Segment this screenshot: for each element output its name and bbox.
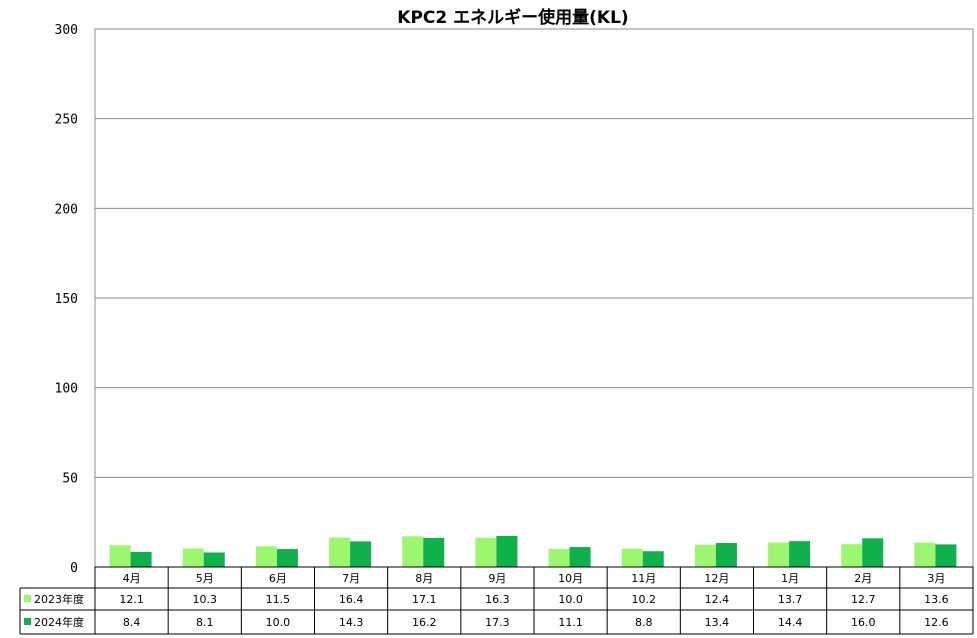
data-label: 11.1	[558, 616, 583, 629]
data-label: 14.3	[339, 616, 364, 629]
category-label: 3月	[927, 572, 945, 585]
bar-series2	[789, 541, 811, 567]
bar-series1	[255, 546, 277, 567]
category-label: 2月	[854, 572, 872, 585]
data-label: 11.5	[266, 593, 291, 606]
category-label: 10月	[558, 572, 583, 585]
bar-series2	[862, 538, 884, 567]
category-label: 5月	[196, 572, 214, 585]
category-label: 9月	[488, 572, 506, 585]
category-label: 8月	[415, 572, 433, 585]
data-label: 12.4	[705, 593, 730, 606]
bar-series2	[496, 535, 518, 567]
bar-series1	[475, 537, 497, 567]
bar-series1	[329, 537, 351, 567]
chart-title: KPC2 エネルギー使用量(KL)	[397, 7, 628, 28]
gridlines	[94, 28, 974, 568]
legend-key	[24, 595, 31, 602]
category-label: 4月	[123, 572, 141, 585]
bar-series1	[768, 542, 790, 567]
data-table: 4月 5月 6月 7月 8月 9月 10月 11月 12月 1月 2月 3月 2023年度 12.1 10.…	[19, 566, 974, 635]
y-tick-label: 300	[55, 23, 78, 38]
data-label: 16.2	[412, 616, 437, 629]
data-label: 16.0	[851, 616, 876, 629]
bars	[109, 535, 957, 567]
y-tick-label: 200	[55, 202, 78, 217]
bar-series1	[548, 549, 570, 567]
y-tick-label: 100	[55, 382, 78, 397]
bar-series2	[569, 547, 591, 567]
data-label: 12.1	[119, 593, 144, 606]
data-label: 17.3	[485, 616, 510, 629]
bar-series1	[694, 544, 716, 567]
category-label: 11月	[631, 572, 656, 585]
bar-series1	[621, 548, 643, 567]
legend-label: 2023年度	[34, 592, 84, 606]
bar-series1	[182, 548, 204, 567]
data-label: 14.4	[778, 616, 803, 629]
bar-series2	[642, 551, 664, 567]
data-label: 10.2	[632, 593, 657, 606]
data-label: 17.1	[412, 593, 437, 606]
y-tick-label: 150	[55, 292, 78, 307]
bar-series1	[109, 545, 131, 567]
legend-label: 2024年度	[34, 615, 84, 629]
data-label: 10.0	[266, 616, 291, 629]
legend-key	[24, 618, 31, 625]
data-label: 8.1	[196, 616, 214, 629]
data-label: 13.6	[924, 593, 949, 606]
y-tick-label: 0	[70, 561, 78, 576]
data-label: 8.8	[635, 616, 653, 629]
y-tick-label: 50	[62, 471, 78, 486]
bar-series2	[350, 541, 372, 567]
bar-series2	[276, 549, 298, 567]
bar-series2	[203, 552, 225, 567]
data-label: 16.4	[339, 593, 364, 606]
data-label: 10.3	[193, 593, 218, 606]
bar-series1	[402, 536, 424, 567]
category-label: 1月	[781, 572, 799, 585]
data-label: 12.7	[851, 593, 876, 606]
category-label: 6月	[269, 572, 287, 585]
bar-series2	[130, 551, 152, 567]
bar-series1	[841, 544, 863, 567]
bar-series2	[423, 537, 445, 567]
bar-series2	[935, 544, 957, 567]
y-tick-label: 250	[55, 113, 78, 128]
y-axis: 0 50 100 150 200 250 300	[55, 23, 78, 576]
bar-series1	[914, 542, 936, 567]
data-label: 13.7	[778, 593, 803, 606]
category-label: 12月	[704, 572, 729, 585]
data-label: 16.3	[485, 593, 510, 606]
data-label: 10.0	[558, 593, 583, 606]
data-label: 8.4	[123, 616, 141, 629]
data-label: 13.4	[705, 616, 730, 629]
data-label: 12.6	[924, 616, 949, 629]
category-label: 7月	[342, 572, 360, 585]
bar-series2	[715, 542, 737, 567]
